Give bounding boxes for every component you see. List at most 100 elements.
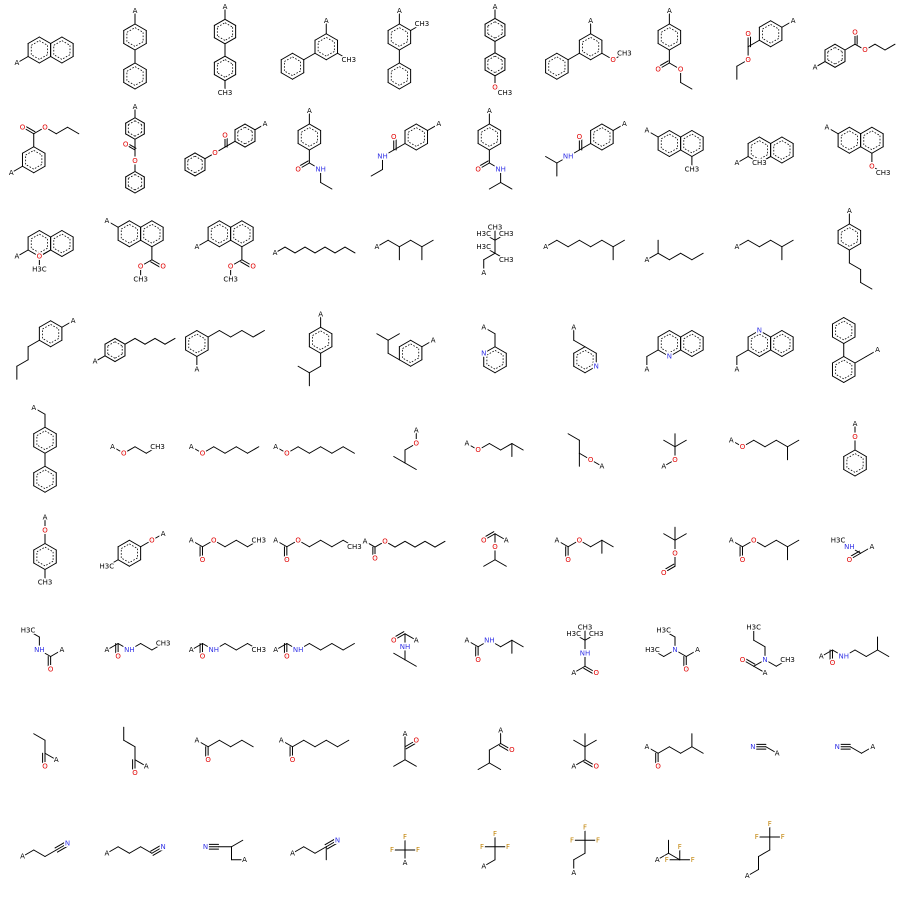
bond <box>494 559 507 567</box>
bond <box>31 54 40 60</box>
molecule: AO <box>33 733 60 772</box>
bond <box>494 346 507 354</box>
bond <box>53 40 63 46</box>
atom-label: A <box>695 646 700 654</box>
atom-label: A <box>824 123 829 131</box>
bond <box>247 446 260 454</box>
bond <box>150 261 163 269</box>
bond <box>111 446 125 454</box>
atom-label: F <box>583 823 587 831</box>
bond <box>827 47 836 52</box>
bond <box>494 35 506 42</box>
bond <box>324 246 336 254</box>
bond <box>123 446 136 454</box>
atom-label: NH <box>293 646 304 654</box>
atom-label: O <box>284 449 290 457</box>
bond <box>556 156 569 164</box>
bond <box>21 146 35 154</box>
molecule: A CH3 <box>733 136 794 169</box>
bond <box>134 117 145 124</box>
bond <box>751 140 760 146</box>
atom-label: A <box>554 536 559 544</box>
molecule: A O O <box>7 122 80 178</box>
molecule: A F F F <box>743 819 786 882</box>
bond <box>691 252 704 261</box>
molecule: A O H3C <box>13 230 74 275</box>
atom-label: A <box>374 243 379 251</box>
bond <box>730 539 743 548</box>
atom-label: NH <box>124 646 135 654</box>
bond <box>125 171 136 178</box>
bond <box>325 739 339 748</box>
molecule: A <box>91 337 176 367</box>
bond <box>691 147 701 154</box>
bond <box>835 359 844 366</box>
atom-label: CH3 <box>876 169 891 177</box>
bond <box>415 123 429 131</box>
atom-label: A <box>734 366 739 374</box>
bond <box>44 483 54 489</box>
bond <box>741 659 755 667</box>
bond <box>680 746 693 754</box>
atom-label: O <box>284 653 290 661</box>
bond <box>213 18 226 26</box>
bond <box>213 55 226 63</box>
bond <box>308 643 322 651</box>
bond <box>427 123 440 131</box>
atom-label: A <box>869 543 874 551</box>
bond <box>398 82 412 90</box>
bond <box>331 643 344 651</box>
bond <box>831 356 845 364</box>
atom-label: A <box>54 756 59 764</box>
atom-label: A <box>504 536 509 544</box>
bond <box>683 333 693 340</box>
bond <box>835 320 844 327</box>
bond <box>402 343 411 349</box>
bond <box>773 347 783 354</box>
bond <box>668 349 682 357</box>
molecule: A F F F <box>478 828 511 872</box>
bond <box>827 59 836 65</box>
atom-label: A <box>431 336 436 344</box>
atom-label: O <box>382 537 388 545</box>
bond <box>416 141 425 147</box>
bond <box>53 54 63 60</box>
bond <box>657 330 670 338</box>
molecule: A CH3 <box>280 15 358 80</box>
bond <box>770 239 783 248</box>
bond <box>584 350 594 356</box>
bond <box>224 59 233 65</box>
bond <box>196 349 209 357</box>
bond <box>291 52 305 61</box>
atom-label: A <box>403 730 408 738</box>
molecule: A CH3 <box>387 6 431 90</box>
bond <box>691 746 704 754</box>
bond <box>590 52 603 61</box>
bond <box>674 439 687 448</box>
bond <box>224 22 233 28</box>
bond <box>494 252 507 261</box>
atom-label: CH3 <box>617 49 632 57</box>
atom-label: N <box>750 743 755 751</box>
bond <box>669 41 678 47</box>
bond <box>814 61 826 68</box>
bond <box>61 249 74 257</box>
bond <box>404 633 417 641</box>
bond <box>61 247 71 254</box>
bond <box>669 27 678 33</box>
bond <box>494 350 504 356</box>
bond <box>218 739 232 748</box>
bond <box>481 127 490 133</box>
bond <box>44 485 57 493</box>
bond <box>337 52 350 61</box>
atom-label: H3C <box>831 536 846 544</box>
bond <box>820 649 833 657</box>
bond <box>387 333 400 341</box>
bond <box>241 224 251 230</box>
molecule: A <box>733 239 794 261</box>
bond <box>387 82 400 90</box>
atom-label: NH <box>400 643 411 651</box>
